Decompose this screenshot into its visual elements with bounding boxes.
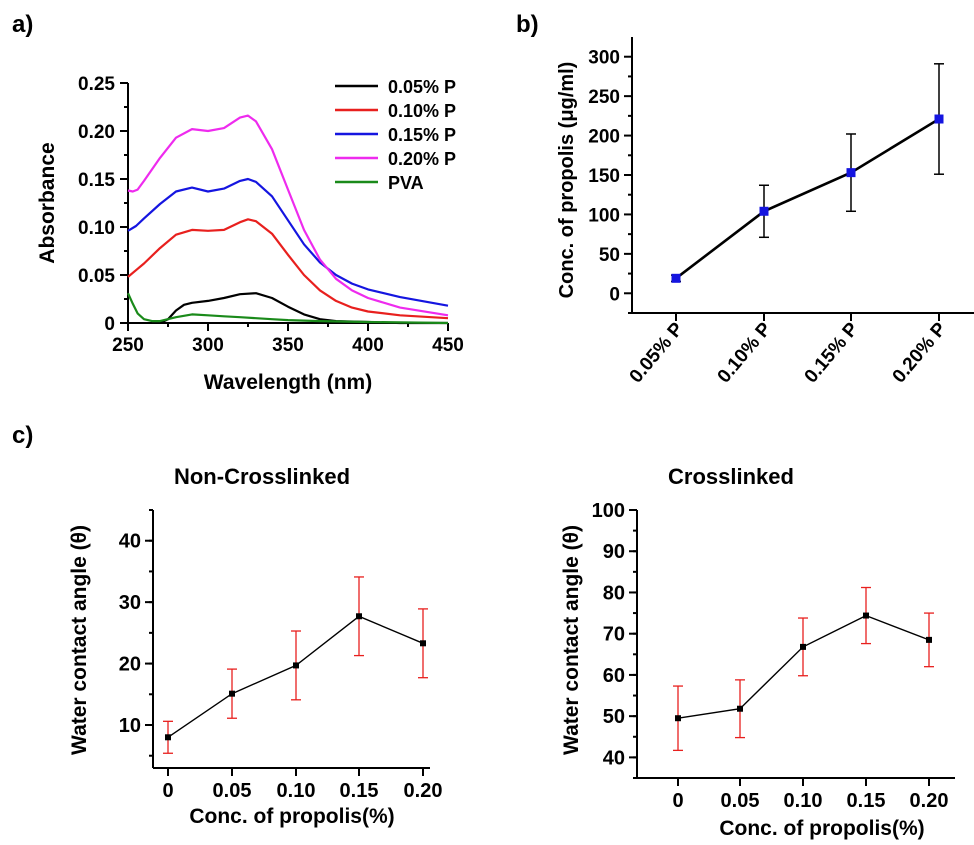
chart-c-right-marker (926, 636, 932, 643)
chart-b-y-tick-label: 250 (588, 87, 620, 108)
chart-c-right-y-tick-label: 90 (603, 541, 625, 563)
chart-a-y-tick-label: 0.05 (78, 266, 115, 287)
chart-c-right-x-tick-label: 0.10 (784, 790, 823, 812)
chart-b-marker (759, 206, 769, 216)
chart-c-right-x-tick-label: 0.15 (847, 790, 886, 812)
chart-b-y-tick-label: 50 (599, 245, 620, 266)
chart-a-series-line (127, 177, 449, 307)
chart-c-right-marker (737, 705, 743, 712)
chart-b-y-tick-label: 200 (588, 127, 620, 148)
chart-a-y-tick-label: 0.25 (78, 74, 115, 95)
chart-a-y-tick-label: 0.10 (78, 218, 115, 239)
chart-c-right-y-tick-label: 60 (603, 665, 625, 687)
chart-c-left-x-tick-label: 0 (162, 780, 173, 802)
chart-c-right-marker (800, 643, 806, 650)
panel-label-b: b) (516, 11, 539, 38)
chart-b-marker (846, 168, 856, 178)
chart-b-x-tick-label: 0.05% P (626, 318, 688, 387)
chart-a-series-line (127, 114, 449, 317)
chart-c-right-title: Crosslinked (668, 464, 794, 489)
chart-c-left-marker (356, 613, 362, 620)
chart-a-legend-label: 0.10% P (388, 101, 456, 121)
chart-b-y-tick-label: 150 (588, 166, 620, 187)
chart-c-left-x-tick-label: 0.05 (213, 780, 252, 802)
chart-c-left-marker (165, 734, 171, 741)
chart-b-series-line (675, 117, 940, 280)
chart-c-left-y-tick-label: 40 (119, 531, 141, 553)
chart-c-left-y-label: Water contact angle (θ) (68, 525, 91, 755)
chart-c-right-y-tick-label: 80 (603, 582, 625, 604)
chart-c-left-y-tick-label: 30 (119, 592, 141, 614)
chart-c-left-y-tick-label: 20 (119, 654, 141, 676)
crosslinked-contact-angle-chart: Crosslinked 40 50 60 70 80 90 100 0 0.05 0.10 0.15… (560, 464, 955, 840)
chart-a-x-tick-label: 250 (112, 335, 144, 356)
non-crosslinked-contact-angle-chart: Non-Crosslinked 10 20 30 40 0 0.05 0.10 0.15 0.2… (68, 464, 442, 828)
chart-c-right-marker (863, 612, 869, 619)
chart-a-series-line (127, 218, 449, 320)
chart-a-x-label: Wavelength (nm) (204, 371, 372, 394)
chart-c-left-marker (293, 662, 299, 669)
chart-a-x-tick-label: 300 (192, 335, 224, 356)
chart-b-y-tick-label: 300 (588, 48, 620, 69)
chart-c-right-y-tick-label: 100 (592, 500, 625, 522)
chart-a-x-tick-label: 450 (432, 335, 464, 356)
chart-c-left-x-tick-label: 0.20 (404, 780, 443, 802)
chart-a-series-line (126, 292, 449, 325)
chart-c-left-marker (229, 690, 235, 697)
chart-c-right-x-label: Conc. of propolis(%) (719, 817, 924, 840)
chart-a-legend-label: 0.05% P (388, 77, 456, 97)
chart-a-legend-label: 0.15% P (388, 125, 456, 145)
chart-c-left-x-label: Conc. of propolis(%) (189, 805, 394, 828)
chart-a-x-tick-label: 400 (352, 335, 384, 356)
chart-a-y-tick-label: 0 (104, 314, 115, 335)
chart-b-marker (934, 114, 944, 124)
chart-c-right-y-tick-label: 50 (603, 706, 625, 728)
chart-a-x-tick-label: 350 (272, 335, 304, 356)
chart-b-y-label: Conc. of propolis (μg/ml) (556, 62, 578, 299)
propolis-concentration-chart: 0 50 100 150 200 250 300 0.05% P 0.10% P 0.15% P 0… (556, 37, 974, 387)
chart-b-marker (671, 273, 681, 283)
chart-b-y-tick-label: 0 (609, 284, 620, 305)
chart-c-right-y-label: Water contact angle (θ) (560, 525, 583, 755)
chart-c-right-y-tick-label: 40 (603, 747, 625, 769)
chart-b-y-tick-label: 100 (588, 205, 620, 226)
chart-c-right-y-tick-label: 70 (603, 624, 625, 646)
chart-c-left-x-tick-label: 0.15 (340, 780, 379, 802)
panel-label-c: c) (12, 422, 33, 449)
chart-c-right-marker (675, 715, 681, 722)
chart-c-left-marker (420, 640, 426, 647)
absorbance-spectra-chart: 250 300 350 400 450 0 0.05 0.10 0.15 0.20 0.25 0.0… (36, 74, 464, 394)
chart-c-left-title: Non-Crosslinked (174, 464, 350, 489)
chart-a-legend-label: PVA (388, 173, 424, 193)
chart-c-left-x-tick-label: 0.10 (277, 780, 316, 802)
chart-a-y-label: Absorbance (36, 142, 59, 263)
chart-a-legend-label: 0.20% P (388, 149, 456, 169)
chart-a-y-tick-label: 0.20 (78, 122, 115, 143)
chart-b-x-tick-label: 0.15% P (801, 318, 863, 387)
chart-b-x-tick-label: 0.10% P (714, 318, 776, 387)
chart-b-x-tick-label: 0.20% P (889, 318, 951, 387)
chart-a-y-tick-label: 0.15 (78, 170, 115, 191)
chart-c-right-x-tick-label: 0.20 (910, 790, 949, 812)
chart-c-right-x-tick-label: 0 (672, 790, 683, 812)
chart-c-right-x-tick-label: 0.05 (721, 790, 760, 812)
chart-c-left-y-tick-label: 10 (119, 715, 141, 737)
panel-label-a: a) (12, 11, 33, 38)
